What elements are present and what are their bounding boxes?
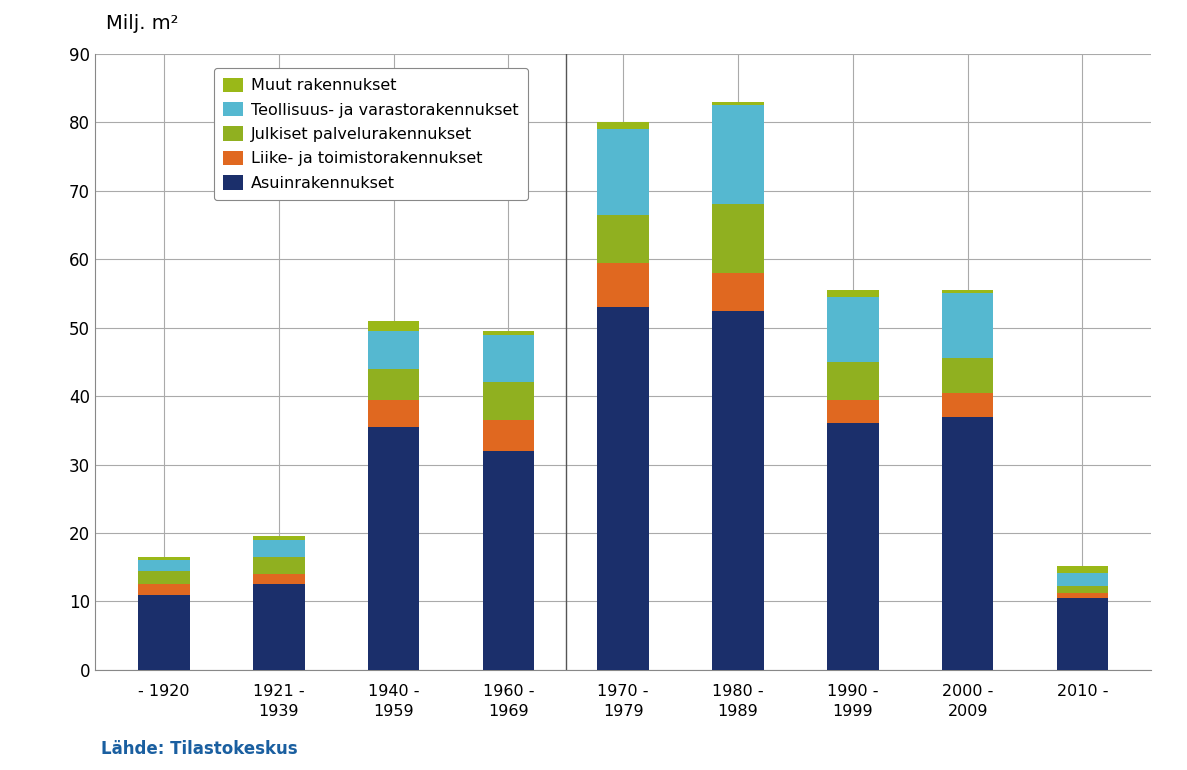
Bar [482,383,534,420]
Bar [597,307,649,670]
Bar [1056,593,1109,598]
Bar [368,331,419,369]
Bar [1056,573,1109,587]
Bar [253,537,305,540]
Bar [597,129,649,215]
Bar [1056,598,1109,670]
Bar [482,334,534,383]
Bar [941,359,994,393]
Bar [253,557,305,574]
Bar [482,331,534,334]
Bar [941,417,994,670]
Legend: Muut rakennukset, Teollisuus- ja varastorakennukset, Julkiset palvelurakennukset: Muut rakennukset, Teollisuus- ja varasto… [214,68,528,200]
Bar [368,427,419,670]
Bar [712,310,764,670]
Bar [712,102,764,105]
Bar [482,420,534,451]
Bar [597,215,649,263]
Bar [138,561,190,571]
Bar [253,584,305,670]
Bar [597,122,649,129]
Bar [827,424,878,670]
Bar [482,451,534,670]
Bar [138,571,190,584]
Bar [827,297,878,362]
Bar [827,400,878,424]
Bar [1056,566,1109,573]
Bar [368,400,419,427]
Bar [827,290,878,297]
Bar [827,362,878,400]
Bar [712,105,764,205]
Text: Lähde: Tilastokeskus: Lähde: Tilastokeskus [101,741,298,758]
Bar [138,584,190,594]
Bar [941,290,994,293]
Bar [712,205,764,273]
Bar [253,540,305,557]
Bar [138,557,190,561]
Bar [368,321,419,331]
Bar [941,393,994,417]
Text: Milj. m²: Milj. m² [107,15,179,33]
Bar [597,263,649,307]
Bar [941,293,994,359]
Bar [368,369,419,400]
Bar [712,273,764,310]
Bar [138,594,190,670]
Bar [253,574,305,584]
Bar [1056,587,1109,593]
